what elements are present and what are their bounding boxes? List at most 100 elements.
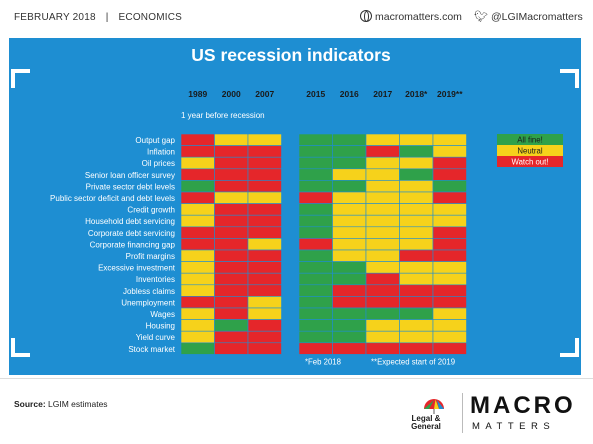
heatmap-cell-household-debt-servicing-2007	[247, 214, 282, 228]
heatmap-cell-oil-prices-2019	[432, 156, 467, 170]
heatmap-cell-profit-margins-1989	[180, 249, 215, 262]
heatmap-cell-private-sector-debt-levels-2007	[247, 180, 282, 193]
historical-note: 1 year before recession	[181, 111, 265, 120]
brand-macro: MACRO	[470, 392, 576, 419]
heatmap-cell-private-sector-debt-levels-1989	[180, 180, 215, 193]
heatmap-cell-yield-curve-1989	[180, 330, 215, 344]
heatmap-cell-corporate-financing-gap-2000	[214, 238, 249, 251]
logo-line-2: General	[411, 422, 441, 431]
issue-date: FEBRUARY 2018	[14, 12, 96, 23]
column-header-2007: 2007	[255, 89, 274, 99]
heatmap-cell-excessive-investment-2018	[399, 261, 434, 274]
heatmap-grid: 1989 2000 2007 2015 2016 2017 2018* 2019** 1 yea…	[50, 89, 563, 366]
heatmap-cell-corporate-financing-gap-2018	[399, 238, 434, 251]
heatmap-cell-housing-2015	[298, 319, 333, 332]
heatmap-cell-inflation-2016	[332, 145, 367, 158]
row-label-private-sector-debt-levels: Private sector debt levels	[86, 182, 175, 191]
brand-matters: MATTERS	[472, 421, 556, 432]
row-label-profit-margins: Profit margins	[126, 252, 175, 261]
heatmap-cell-unemployment-2018	[399, 296, 434, 309]
heatmap-cell-stock-market-1989	[180, 342, 215, 355]
column-header-2000: 2000	[222, 89, 241, 99]
heatmap-cell-unemployment-2007	[247, 296, 282, 309]
heatmap-cell-household-debt-servicing-2000	[214, 214, 249, 228]
row-label-corporate-debt-servicing: Corporate debt servicing	[88, 229, 175, 238]
header-bar: FEBRUARY 2018 | ECONOMICS macromatters.com…	[0, 0, 593, 34]
column-header-2016: 2016	[340, 89, 359, 99]
heatmap-cell-output-gap-2015	[298, 133, 333, 146]
heatmap-cell-inventories-2018	[399, 272, 434, 286]
heatmap-cell-profit-margins-2016	[332, 249, 367, 262]
column-header-2018: 2018*	[405, 89, 428, 99]
recession-heatmap-chart: US recession indicators 1989 2000 2007 2015…	[11, 45, 579, 366]
row-label-jobless-claims: Jobless claims	[123, 287, 175, 296]
heatmap-cell-inflation-1989	[180, 145, 215, 158]
heatmap-cell-oil-prices-1989	[180, 156, 215, 170]
column-header-1989: 1989	[188, 89, 207, 99]
heatmap-cell-credit-growth-2019	[432, 203, 467, 216]
heatmap-cell-oil-prices-2018	[399, 156, 434, 170]
heatmap-cell-unemployment-2017	[365, 296, 400, 309]
heatmap-cell-unemployment-2015	[298, 296, 333, 309]
heatmap-cell-corporate-debt-servicing-2016	[332, 226, 367, 239]
heatmap-cell-household-debt-servicing-2017	[365, 214, 400, 228]
heatmap-cell-public-sector-deficit-and-debt-levels-2007	[247, 191, 282, 204]
heatmap-cell-oil-prices-2016	[332, 156, 367, 170]
heatmap-cell-inventories-2007	[247, 272, 282, 286]
heatmap-cell-inventories-2017	[365, 272, 400, 286]
twitter-link[interactable]: 🐦︎ @LGIMacromatters	[474, 10, 583, 23]
heatmap-cell-senior-loan-officer-survey-2017	[365, 168, 400, 181]
row-label-corporate-financing-gap: Corporate financing gap	[90, 240, 176, 249]
heatmap-cell-housing-2000	[214, 319, 249, 332]
heatmap-cell-senior-loan-officer-survey-2000	[214, 168, 249, 181]
heatmap-cell-wages-2015	[298, 307, 333, 320]
legend-swatch-all-fine	[497, 134, 563, 145]
section-label: ECONOMICS	[118, 12, 183, 23]
heatmap-cell-jobless-claims-2000	[214, 284, 249, 297]
corner-bracket-bottom-right	[560, 338, 579, 357]
footnote-feb-2018: *Feb 2018	[305, 357, 341, 366]
website-link[interactable]: macromatters.com	[360, 10, 462, 23]
globe-icon	[360, 10, 372, 22]
heatmap-cell-output-gap-2016	[332, 133, 367, 146]
heatmap-cell-public-sector-deficit-and-debt-levels-2000	[214, 191, 249, 204]
heatmap-cell-output-gap-2007	[247, 133, 282, 146]
heatmap-cell-corporate-financing-gap-2015	[298, 238, 333, 251]
heatmap-cell-household-debt-servicing-2019	[432, 214, 467, 228]
heatmap-cell-jobless-claims-1989	[180, 284, 215, 297]
heatmap-cell-senior-loan-officer-survey-2007	[247, 168, 282, 181]
heatmap-cell-output-gap-2019	[432, 133, 467, 146]
heatmap-cell-jobless-claims-2019	[432, 284, 467, 297]
row-label-unemployment: Unemployment	[121, 298, 176, 307]
row-label-public-sector-deficit-and-debt-levels: Public sector deficit and debt levels	[50, 194, 175, 203]
heatmap-cell-corporate-financing-gap-2019	[432, 238, 467, 251]
heatmap-cell-excessive-investment-2007	[247, 261, 282, 274]
row-label-wages: Wages	[150, 310, 175, 319]
heatmap-cell-yield-curve-2018	[399, 330, 434, 344]
heatmap-cell-senior-loan-officer-survey-2016	[332, 168, 367, 181]
heatmap-cell-stock-market-2000	[214, 342, 249, 355]
heatmap-cell-inflation-2007	[247, 145, 282, 158]
heatmap-cell-inflation-2018	[399, 145, 434, 158]
heatmap-cell-output-gap-2017	[365, 133, 400, 146]
heatmap-cell-excessive-investment-2000	[214, 261, 249, 274]
heatmap-cell-yield-curve-2019	[432, 330, 467, 344]
row-label-household-debt-servicing: Household debt servicing	[85, 217, 175, 226]
corner-bracket-top-left	[11, 69, 30, 88]
heatmap-cell-yield-curve-2017	[365, 330, 400, 344]
heatmap-cell-housing-2019	[432, 319, 467, 332]
heatmap-cell-jobless-claims-2015	[298, 284, 333, 297]
heatmap-cell-credit-growth-2017	[365, 203, 400, 216]
heatmap-cell-corporate-debt-servicing-2018	[399, 226, 434, 239]
row-label-inventories: Inventories	[136, 275, 175, 284]
heatmap-cell-corporate-financing-gap-2007	[247, 238, 282, 251]
row-label-yield-curve: Yield curve	[136, 333, 176, 342]
heatmap-cell-stock-market-2016	[332, 342, 367, 355]
heatmap-cell-public-sector-deficit-and-debt-levels-2015	[298, 191, 333, 204]
heatmap-cell-inflation-2017	[365, 145, 400, 158]
heatmap-cell-housing-2017	[365, 319, 400, 332]
heatmap-cell-inventories-2000	[214, 272, 249, 286]
heatmap-cell-excessive-investment-2016	[332, 261, 367, 274]
heatmap-cell-stock-market-2019	[432, 342, 467, 355]
